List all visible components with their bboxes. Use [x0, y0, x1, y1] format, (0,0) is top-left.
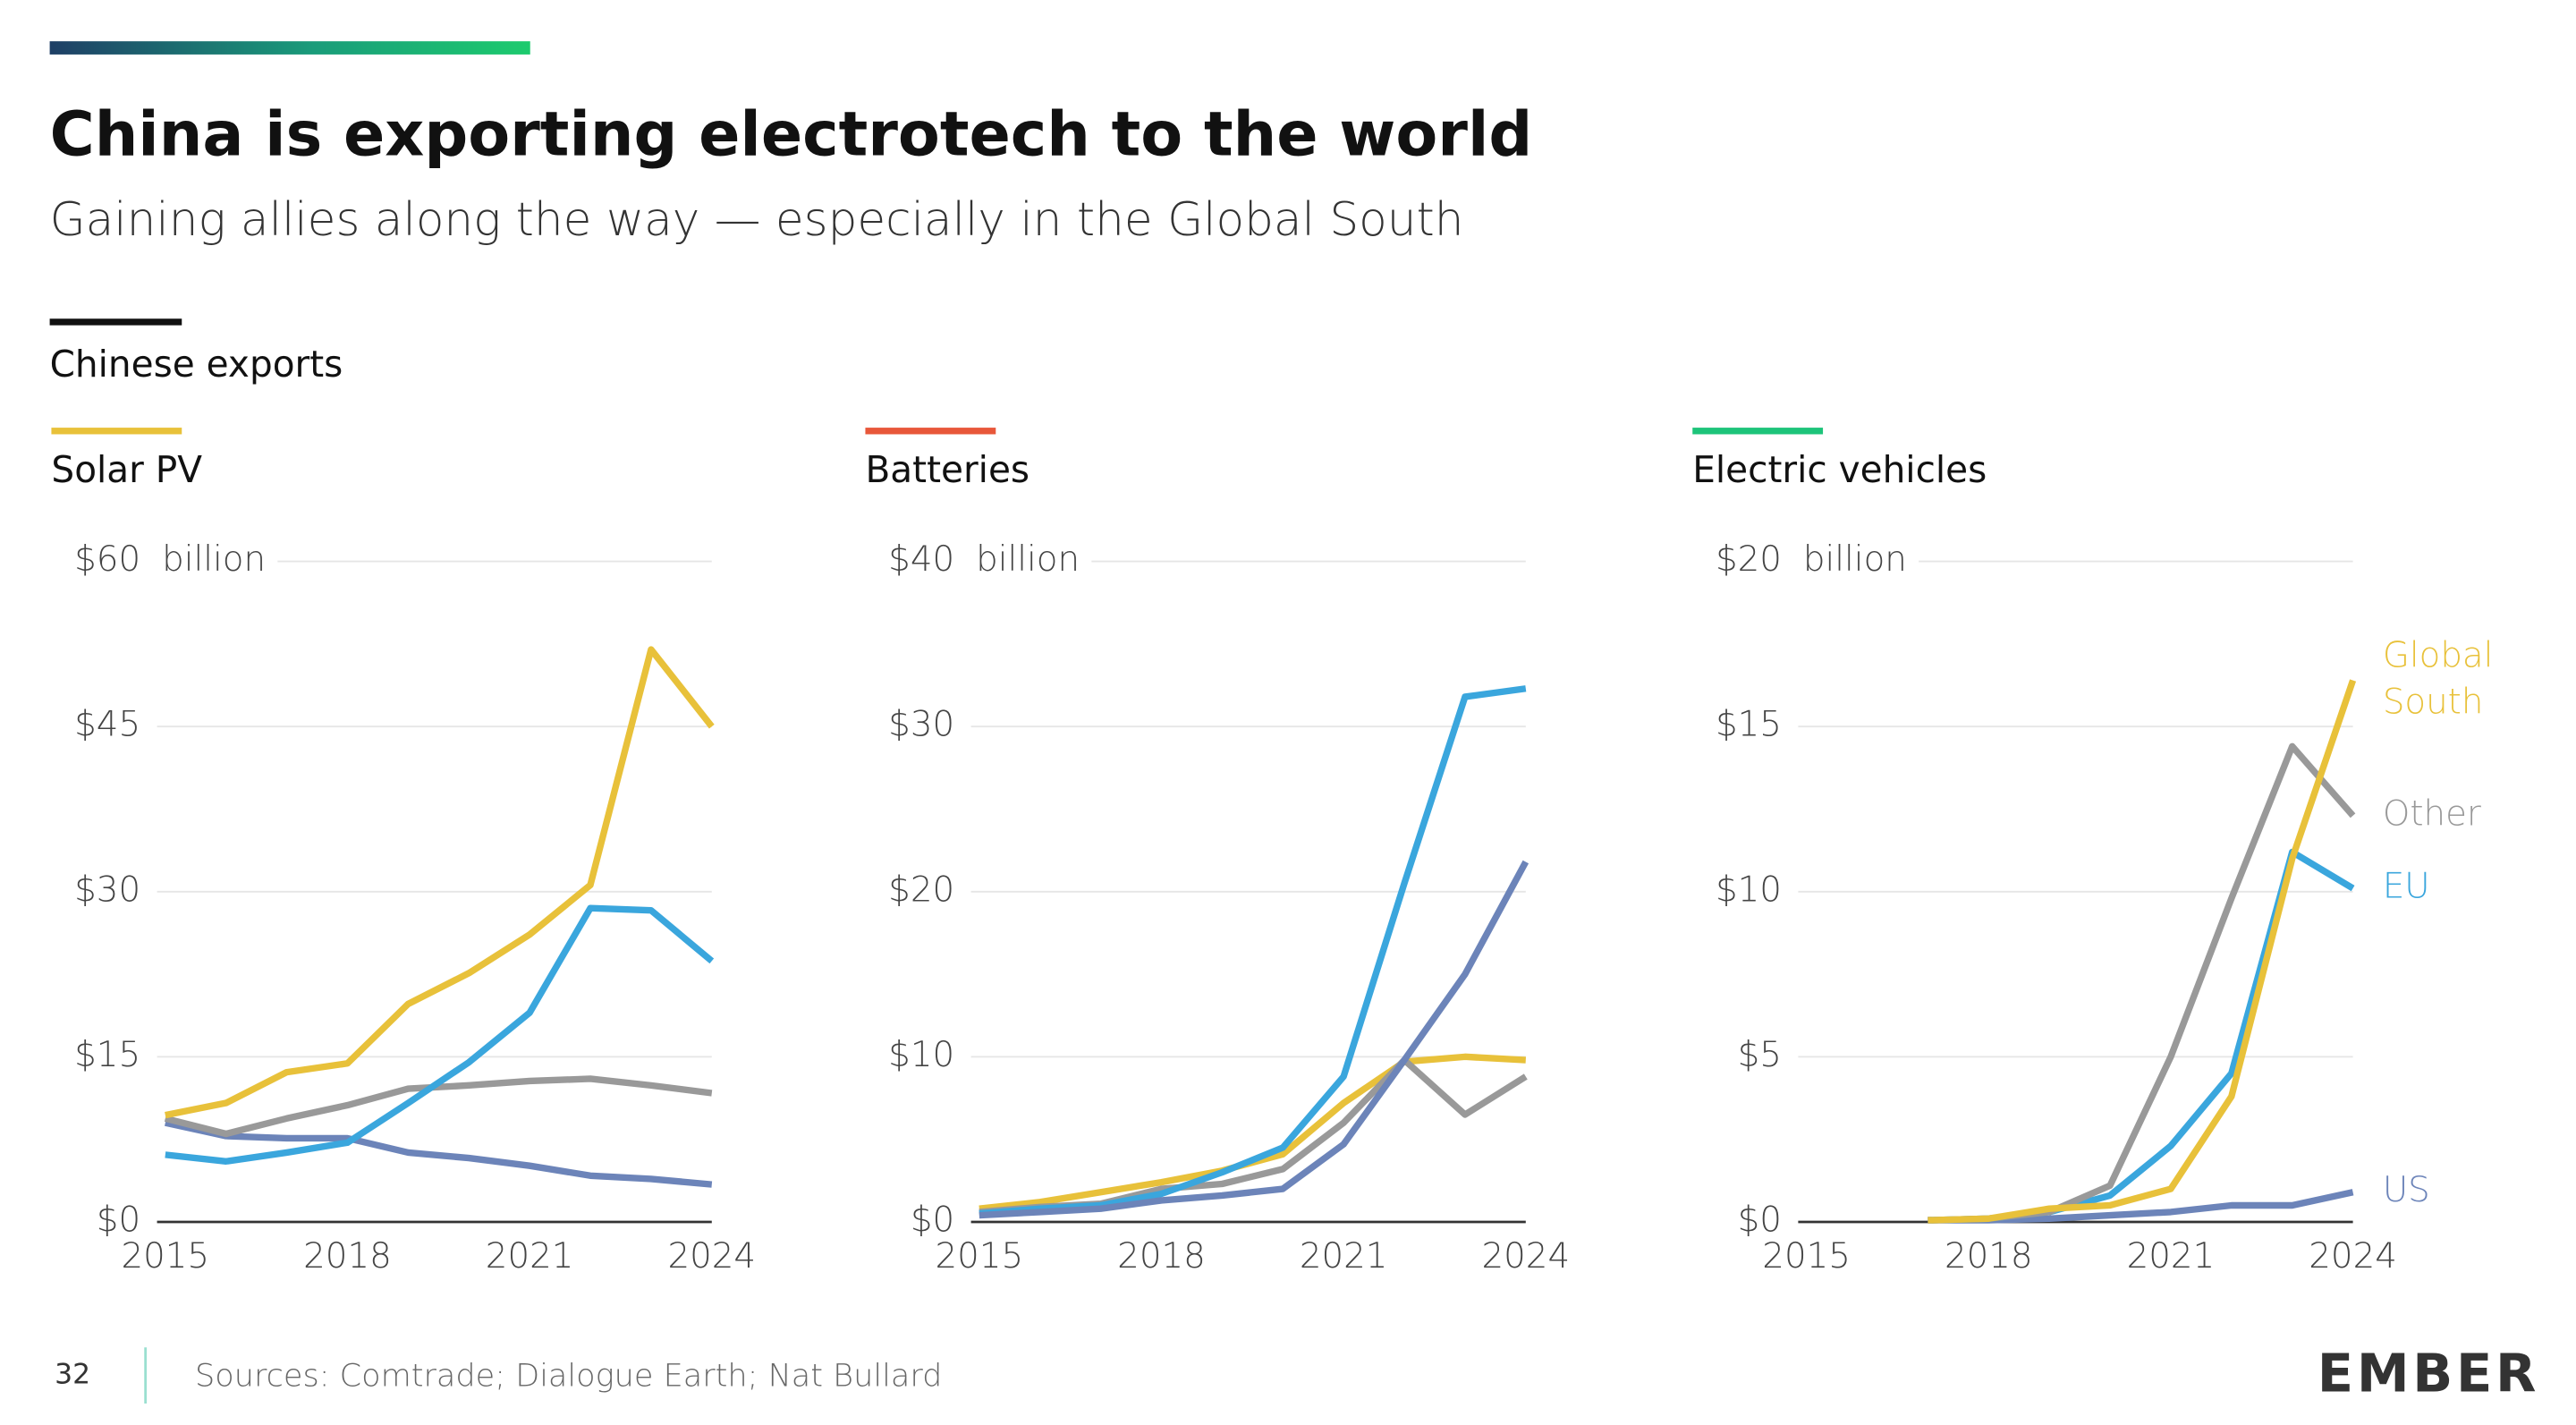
series-line: [979, 685, 1527, 1217]
x-tick-label: 2018: [303, 1236, 392, 1277]
y-tick-label: $15: [74, 1035, 140, 1075]
y-tick-label: $45: [74, 705, 140, 745]
x-tick-label: 2024: [1481, 1236, 1570, 1277]
title: China is exporting electrotech to the wo…: [50, 100, 1533, 171]
y-tick-label: $20: [888, 869, 954, 910]
x-tick-label: 2015: [1762, 1236, 1851, 1277]
y-tick-label: $60: [74, 539, 140, 580]
series-line: [165, 904, 715, 1165]
y-tick-label: $40: [888, 539, 954, 580]
y-tick-label: $15: [1716, 705, 1782, 745]
y-axis-unit: billion: [162, 539, 266, 580]
x-tick-label: 2024: [2309, 1236, 2397, 1277]
chart-accent: [51, 428, 182, 435]
page-number: 32: [55, 1359, 90, 1391]
sources: Sources: Comtrade; Dialogue Earth; Nat B…: [195, 1357, 942, 1394]
chart-title: Solar PV: [51, 448, 202, 491]
x-tick-label: 2021: [1300, 1236, 1388, 1277]
series-line: [164, 1075, 713, 1138]
y-tick-label: $30: [888, 705, 954, 745]
legend-label: Other: [2383, 793, 2481, 834]
series-line: [979, 860, 1530, 1219]
x-tick-label: 2015: [936, 1236, 1024, 1277]
chart-accent: [1692, 428, 1824, 435]
chart-title: Electric vehicles: [1692, 448, 1987, 491]
y-tick-label: $5: [1738, 1035, 1782, 1075]
x-tick-label: 2024: [667, 1236, 756, 1277]
y-tick-label: $0: [911, 1200, 954, 1240]
x-tick-label: 2015: [121, 1236, 209, 1277]
y-tick-label: $0: [97, 1200, 140, 1240]
chart-accent: [865, 428, 996, 435]
header-bar: [49, 41, 530, 55]
y-tick-label: $20: [1716, 539, 1782, 580]
y-axis-unit: billion: [1803, 539, 1907, 580]
y-axis-unit: billion: [976, 539, 1080, 580]
x-tick-label: 2021: [486, 1236, 574, 1277]
logo: EMBER: [2318, 1343, 2539, 1404]
series-line: [979, 1053, 1527, 1212]
subtitle: Gaining allies along the way — especiall…: [50, 193, 1464, 247]
series-line: [1928, 848, 2355, 1224]
series-line: [1928, 679, 2357, 1224]
x-tick-label: 2021: [2127, 1236, 2216, 1277]
series-line: [165, 1119, 713, 1188]
y-tick-label: $10: [1716, 869, 1782, 910]
legend-label: US: [2383, 1170, 2430, 1210]
legend-label: EU: [2383, 867, 2430, 907]
x-tick-label: 2018: [1117, 1236, 1206, 1277]
y-tick-label: $0: [1738, 1200, 1782, 1240]
section-bar: [49, 318, 182, 326]
chart-title: Batteries: [865, 448, 1030, 491]
section-label: Chinese exports: [50, 343, 343, 386]
series-line: [1928, 742, 2356, 1224]
y-tick-label: $30: [74, 869, 140, 910]
legend-label: Global South: [2383, 635, 2494, 722]
x-tick-label: 2018: [1945, 1236, 2033, 1277]
series-line: [165, 646, 715, 1119]
y-tick-label: $10: [888, 1035, 954, 1075]
